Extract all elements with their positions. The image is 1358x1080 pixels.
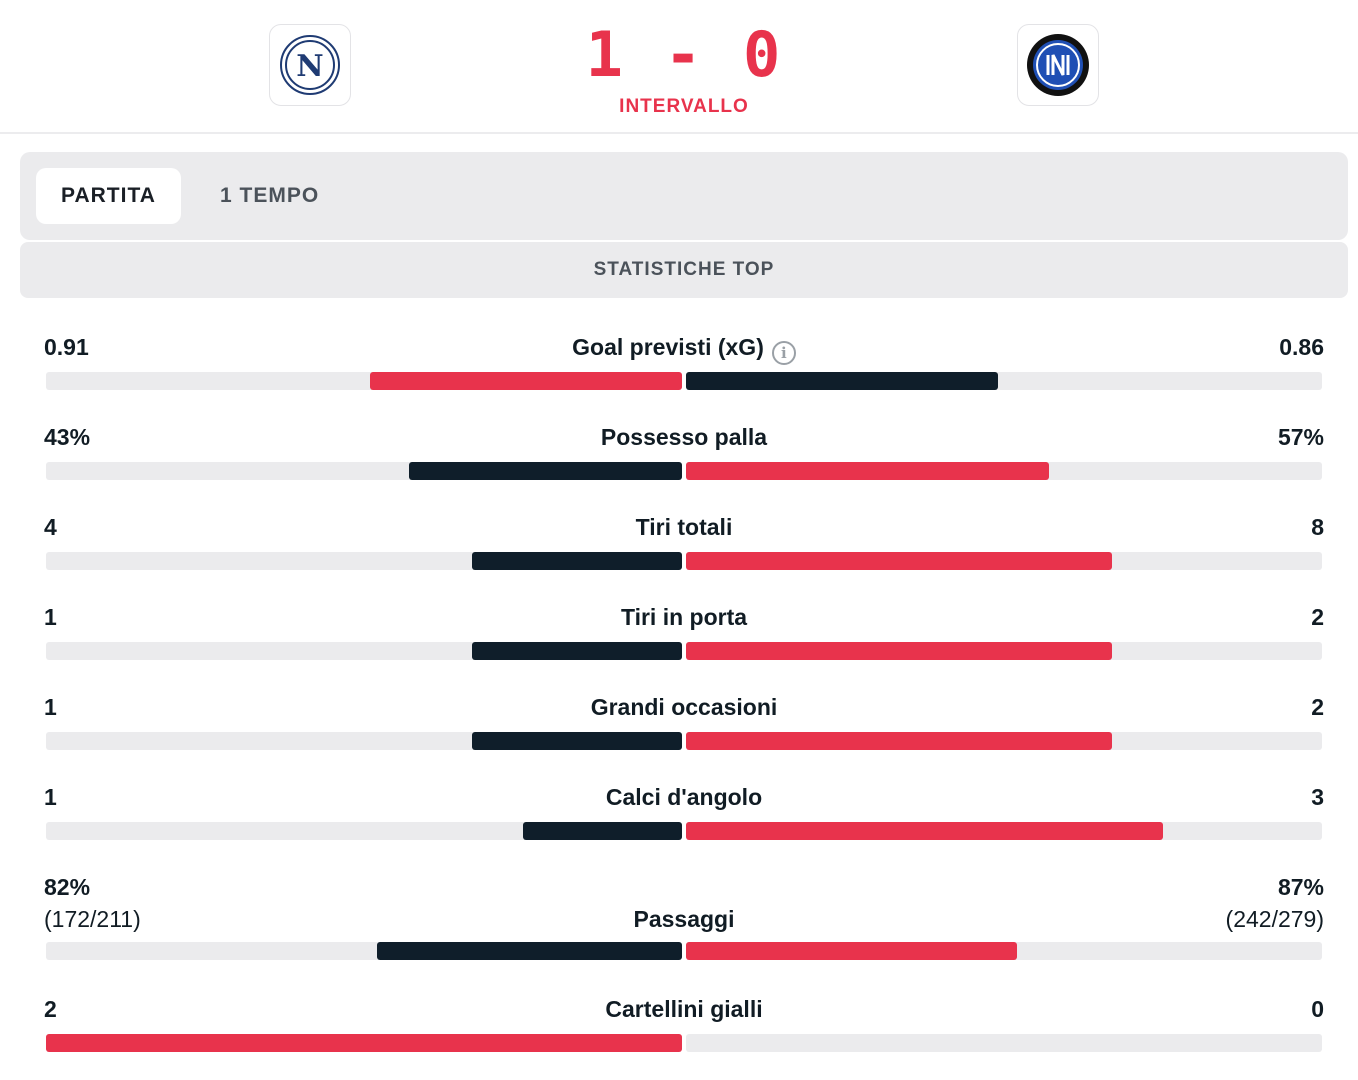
home-team-crest[interactable]: N — [269, 24, 351, 106]
match-header: N 1 - 0 INTERVALLO — [0, 0, 1358, 134]
stat-away-value: 0.86 — [1279, 334, 1324, 360]
svg-text:N: N — [296, 49, 323, 84]
info-icon[interactable]: i — [771, 341, 796, 365]
stat-away-value: 0 — [1311, 996, 1324, 1022]
home-bar-fill — [523, 822, 682, 840]
home-bar-track — [46, 732, 682, 750]
stat-label-text: Goal previsti (xG) — [572, 334, 764, 360]
home-bar-track — [46, 642, 682, 660]
away-bar-fill — [686, 732, 1113, 750]
away-bar-fill — [686, 372, 998, 390]
stat-away-value: 57% — [1277, 424, 1324, 450]
inter-crest-icon — [1027, 34, 1089, 96]
stat-label: Goal previsti (xG) i — [46, 334, 1322, 365]
stat-label: Tiri in porta — [46, 604, 1322, 631]
home-bar-track — [46, 372, 682, 390]
home-bar-track — [46, 462, 682, 480]
stat-label-text: Grandi occasioni — [590, 694, 778, 720]
away-bar-fill — [686, 822, 1163, 840]
stat-home-value: 4 — [44, 514, 57, 540]
section-title: STATISTICHE TOP — [20, 242, 1348, 298]
stat-home-value: 43% — [44, 424, 91, 450]
period-tabs: PARTITA 1 TEMPO — [20, 152, 1348, 240]
away-team-crest[interactable] — [1017, 24, 1099, 106]
stat-label: Possesso palla — [46, 424, 1322, 451]
away-bar-fill — [686, 462, 1049, 480]
home-bar-fill — [46, 1034, 682, 1052]
napoli-crest-icon: N — [280, 35, 340, 95]
home-bar-track — [46, 1034, 682, 1052]
stat-label: Grandi occasioni — [46, 694, 1322, 721]
away-bar-fill — [686, 552, 1113, 570]
stat-label-text: Passaggi — [633, 906, 735, 932]
stat-away-value: 2 — [1311, 694, 1324, 720]
home-bar-fill — [370, 372, 682, 390]
match-score: 1 - 0 — [585, 18, 783, 91]
away-bar-track — [686, 822, 1322, 840]
stat-label-text: Cartellini gialli — [605, 996, 763, 1022]
stat-away-subvalue: (242/279) — [1225, 906, 1324, 932]
away-bar-track — [686, 462, 1322, 480]
home-bar-fill — [472, 642, 682, 660]
stat-label-text: Possesso palla — [600, 424, 768, 450]
away-bar-track — [686, 372, 1322, 390]
home-bar-fill — [376, 942, 682, 960]
away-bar-track — [686, 642, 1322, 660]
away-bar-track — [686, 942, 1322, 960]
stat-label: Tiri totali — [46, 514, 1322, 541]
tab-1-tempo[interactable]: 1 TEMPO — [220, 184, 320, 207]
away-bar-track — [686, 732, 1322, 750]
stat-away-value: 3 — [1311, 784, 1324, 810]
home-bar-track — [46, 552, 682, 570]
home-bar-track — [46, 822, 682, 840]
home-bar-fill — [472, 732, 682, 750]
home-bar-fill — [408, 462, 682, 480]
stat-label: Passaggi — [46, 906, 1322, 933]
stat-away-value: 8 — [1311, 514, 1324, 540]
home-bar-track — [46, 942, 682, 960]
away-bar-fill — [686, 642, 1113, 660]
away-bar-track — [686, 1034, 1322, 1052]
stat-home-subvalue: (172/211) — [44, 906, 141, 932]
away-bar-fill — [686, 942, 1017, 960]
stat-label-text: Tiri in porta — [620, 604, 748, 630]
stat-home-value: 82% — [44, 874, 91, 900]
tab-partita[interactable]: PARTITA — [36, 168, 181, 224]
stat-label: Cartellini gialli — [46, 996, 1322, 1023]
stat-away-value: 87% — [1277, 874, 1324, 900]
stat-home-value: 0.91 — [44, 334, 89, 360]
stat-home-value: 1 — [44, 694, 57, 720]
home-bar-fill — [472, 552, 682, 570]
stat-label-text: Tiri totali — [635, 514, 733, 540]
away-bar-track — [686, 552, 1322, 570]
match-status: INTERVALLO — [619, 96, 749, 117]
stat-home-value: 2 — [44, 996, 57, 1022]
stat-label-text: Calci d'angolo — [605, 784, 763, 810]
stat-label: Calci d'angolo — [46, 784, 1322, 811]
stat-home-value: 1 — [44, 604, 57, 630]
stat-home-value: 1 — [44, 784, 57, 810]
stat-away-value: 2 — [1311, 604, 1324, 630]
